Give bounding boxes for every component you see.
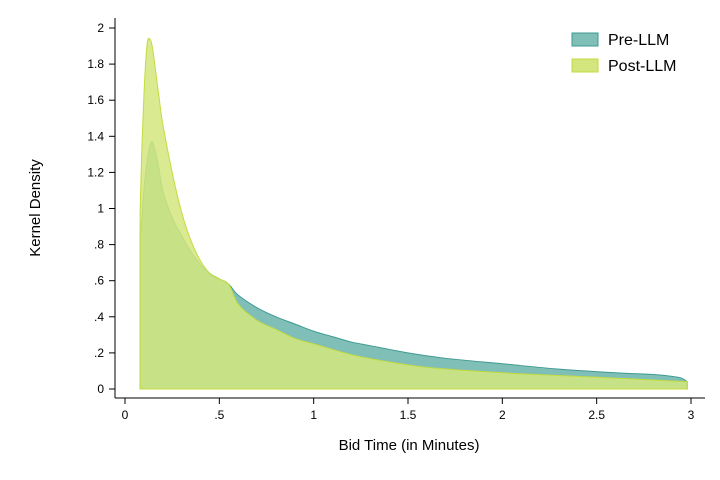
y-tick-label: 1.4 — [87, 129, 104, 143]
y-tick-label: 2 — [97, 21, 104, 35]
x-tick-label: 1 — [310, 408, 317, 422]
legend: Pre-LLM Post-LLM — [571, 32, 676, 75]
area-post-llm — [139, 37, 688, 390]
x-tick-label: 2.5 — [588, 408, 605, 422]
y-tick-label: 0 — [97, 382, 104, 396]
y-tick-label: .2 — [94, 346, 104, 360]
density-areas — [139, 37, 688, 390]
legend-swatch — [571, 58, 599, 73]
y-tick-label: 1.2 — [87, 165, 104, 179]
y-tick-label: 1.8 — [87, 57, 104, 71]
x-ticks: 0 .5 1 1.5 2 2.5 3 — [122, 398, 695, 422]
y-tick-label: 1.6 — [87, 93, 104, 107]
x-tick-label: 3 — [688, 408, 695, 422]
x-tick-label: 2 — [499, 408, 506, 422]
y-tick-label: 1 — [97, 202, 104, 216]
y-tick-label: .4 — [94, 310, 104, 324]
x-axis-title: Bid Time (in Minutes) — [339, 437, 480, 454]
x-tick-label: .5 — [214, 408, 224, 422]
y-axis-title: Kernel Density — [27, 159, 44, 257]
y-tick-label: .8 — [94, 238, 104, 252]
x-tick-label: 1.5 — [400, 408, 417, 422]
y-tick-label: .6 — [94, 274, 104, 288]
x-tick-label: 0 — [122, 408, 129, 422]
legend-swatch — [571, 32, 599, 47]
y-ticks: 0 .2 .4 .6 .8 1 1.2 1.4 1.6 1.8 2 — [87, 21, 115, 396]
legend-label: Pre-LLM — [608, 32, 669, 49]
legend-label: Post-LLM — [608, 58, 676, 75]
